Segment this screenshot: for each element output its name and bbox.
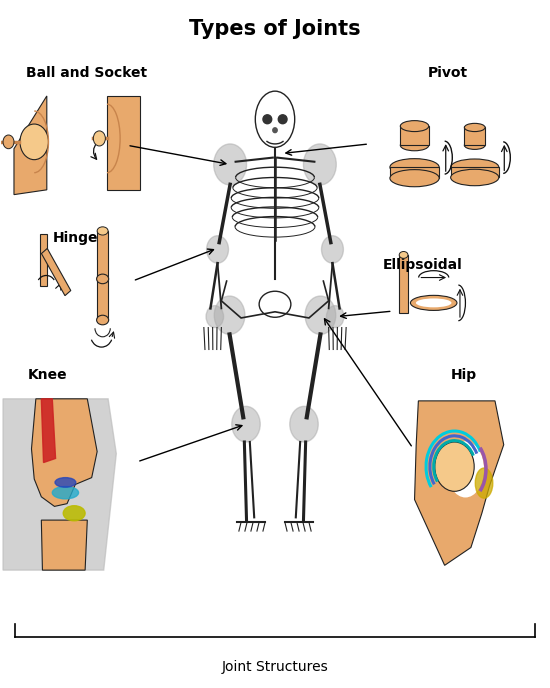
Polygon shape <box>31 399 97 506</box>
Circle shape <box>322 236 343 263</box>
Circle shape <box>207 236 228 263</box>
Ellipse shape <box>97 274 109 283</box>
Circle shape <box>94 131 106 146</box>
Ellipse shape <box>416 299 452 308</box>
Ellipse shape <box>475 468 493 498</box>
Ellipse shape <box>55 477 76 487</box>
Ellipse shape <box>278 115 287 124</box>
Text: Pivot: Pivot <box>427 66 468 80</box>
Polygon shape <box>97 231 108 279</box>
Text: Knee: Knee <box>28 368 68 382</box>
Polygon shape <box>41 520 87 570</box>
Circle shape <box>214 296 245 334</box>
Circle shape <box>232 407 260 442</box>
Ellipse shape <box>400 120 429 131</box>
Circle shape <box>435 442 474 491</box>
Polygon shape <box>390 167 439 178</box>
Text: Hip: Hip <box>451 368 477 382</box>
Text: Joint Structures: Joint Structures <box>222 660 328 674</box>
Polygon shape <box>41 399 56 462</box>
Ellipse shape <box>410 295 457 310</box>
Polygon shape <box>399 255 408 313</box>
Circle shape <box>305 296 335 334</box>
Polygon shape <box>464 127 485 145</box>
Text: Ball and Socket: Ball and Socket <box>26 66 147 80</box>
Text: Ellipsoidal: Ellipsoidal <box>383 258 463 272</box>
Circle shape <box>3 135 14 149</box>
Polygon shape <box>41 248 71 296</box>
Ellipse shape <box>400 140 429 151</box>
Circle shape <box>327 305 344 327</box>
Polygon shape <box>3 399 116 570</box>
Ellipse shape <box>97 315 109 325</box>
Ellipse shape <box>450 169 499 186</box>
Circle shape <box>214 144 246 185</box>
Text: Hinge: Hinge <box>52 230 98 245</box>
Polygon shape <box>107 96 140 190</box>
Ellipse shape <box>255 91 295 147</box>
Ellipse shape <box>447 441 484 497</box>
Ellipse shape <box>464 123 485 131</box>
Ellipse shape <box>263 115 272 124</box>
Polygon shape <box>40 235 47 286</box>
Polygon shape <box>400 126 429 145</box>
Polygon shape <box>450 167 499 178</box>
Polygon shape <box>415 401 504 566</box>
Polygon shape <box>14 96 47 195</box>
Ellipse shape <box>399 252 408 259</box>
Circle shape <box>206 305 223 327</box>
Ellipse shape <box>464 141 485 149</box>
Ellipse shape <box>390 159 439 175</box>
Circle shape <box>20 124 48 160</box>
Circle shape <box>304 144 336 185</box>
Ellipse shape <box>97 227 108 235</box>
Ellipse shape <box>450 159 499 175</box>
Ellipse shape <box>390 170 439 186</box>
Circle shape <box>290 407 318 442</box>
Ellipse shape <box>273 128 277 133</box>
Ellipse shape <box>63 506 85 521</box>
Text: Types of Joints: Types of Joints <box>189 19 361 39</box>
Ellipse shape <box>52 486 79 499</box>
Polygon shape <box>97 279 108 320</box>
